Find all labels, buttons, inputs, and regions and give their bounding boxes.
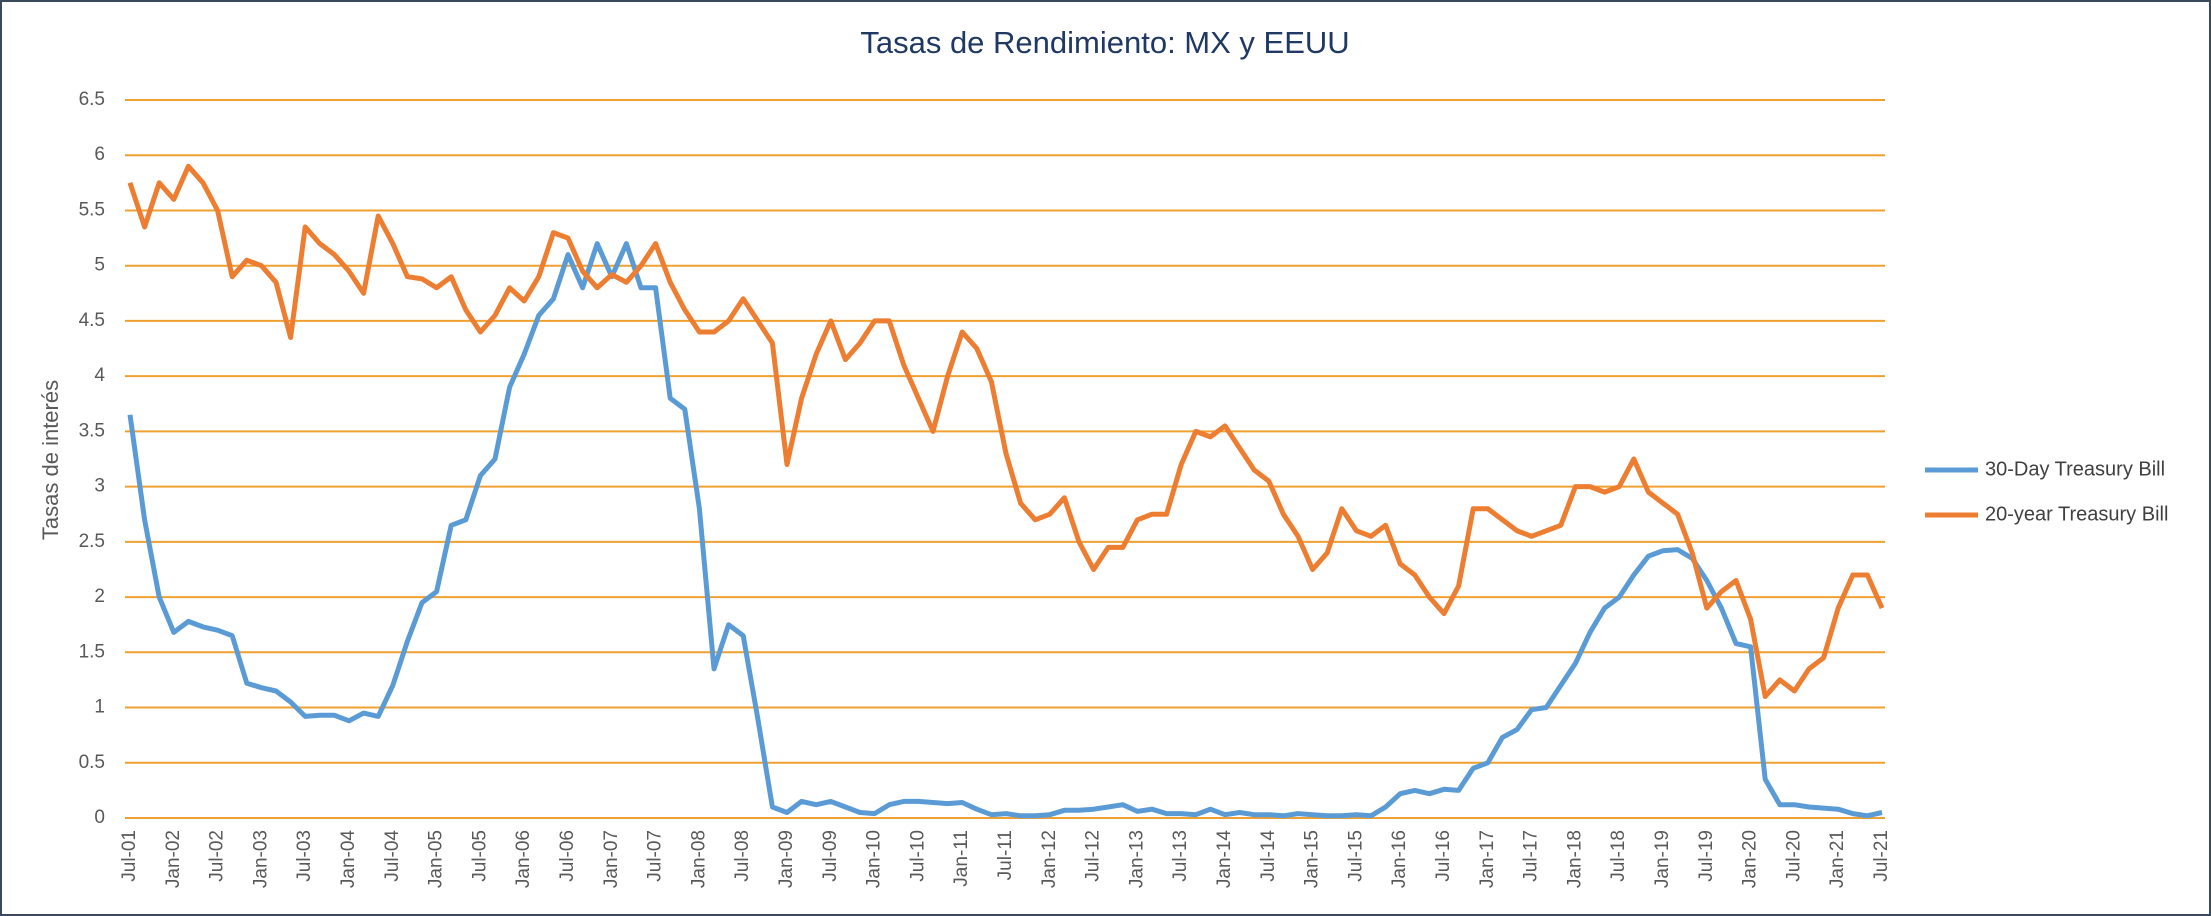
- x-tick-label: Jan-13: [1126, 830, 1147, 888]
- y-tick-label: 0.5: [79, 752, 105, 773]
- x-tick-label: Jan-15: [1302, 830, 1323, 888]
- y-tick-label: 1: [94, 697, 105, 718]
- series-line: [127, 163, 1885, 699]
- x-tick-label: Jul-18: [1608, 830, 1629, 882]
- x-tick-label: Jan-07: [601, 830, 622, 888]
- y-tick-label: 0: [94, 807, 105, 828]
- x-tick-label: Jan-21: [1827, 830, 1848, 888]
- x-tick-label: Jan-02: [163, 830, 184, 888]
- x-tick-label: Jan-04: [338, 830, 359, 889]
- x-tick-label: Jul-16: [1433, 830, 1454, 882]
- y-tick-label: 4: [94, 365, 105, 386]
- x-tick-label: Jan-09: [776, 830, 797, 888]
- series-line: [127, 241, 1883, 819]
- x-tick-label: Jul-21: [1871, 830, 1892, 882]
- x-tick-label: Jan-12: [1039, 830, 1060, 888]
- x-tick-label: Jan-20: [1740, 830, 1761, 888]
- x-tick-label: Jan-17: [1477, 830, 1498, 888]
- x-tick-label: Jan-19: [1652, 830, 1673, 888]
- y-tick-label: 1.5: [79, 641, 105, 662]
- y-tick-label: 2: [94, 586, 105, 607]
- x-tick-label: Jan-03: [250, 830, 271, 888]
- y-tick-label: 5.5: [79, 199, 105, 220]
- x-tick-label: Jul-17: [1521, 830, 1542, 882]
- x-tick-label: Jul-04: [382, 830, 403, 882]
- x-tick-label: Jul-05: [469, 830, 490, 882]
- x-tick-label: Jul-03: [294, 830, 315, 882]
- x-tick-label: Jul-02: [207, 830, 228, 882]
- x-tick-label: Jan-11: [951, 830, 972, 887]
- x-tick-label: Jan-08: [688, 830, 709, 888]
- x-tick-label: Jul-09: [820, 830, 841, 882]
- y-tick-label: 3: [94, 476, 105, 497]
- legend-label: 20-year Treasury Bill: [1985, 503, 2168, 525]
- x-tick-label: Jul-07: [645, 830, 666, 882]
- legend-label: 30-Day Treasury Bill: [1985, 458, 2165, 480]
- x-tick-label: Jul-08: [732, 830, 753, 882]
- x-tick-label: Jul-20: [1783, 830, 1804, 882]
- y-axis-label: Tasas de interés: [38, 380, 63, 540]
- x-tick-label: Jul-06: [557, 830, 578, 882]
- x-tick-label: Jan-05: [426, 830, 447, 888]
- x-tick-label: Jan-16: [1389, 830, 1410, 888]
- y-tick-label: 3.5: [79, 420, 105, 441]
- x-tick-label: Jul-13: [1170, 830, 1191, 882]
- y-tick-label: 6.5: [79, 89, 105, 110]
- x-tick-label: Jul-12: [1083, 830, 1104, 882]
- x-tick-label: Jul-14: [1258, 830, 1279, 882]
- x-tick-label: Jan-06: [513, 830, 534, 888]
- y-tick-label: 2.5: [79, 531, 105, 552]
- x-tick-label: Jul-19: [1696, 830, 1717, 882]
- x-tick-label: Jan-10: [864, 830, 885, 888]
- y-tick-label: 4.5: [79, 310, 105, 331]
- y-tick-label: 6: [94, 144, 105, 165]
- x-tick-label: Jul-15: [1345, 830, 1366, 882]
- x-tick-label: Jul-11: [995, 830, 1016, 880]
- x-tick-label: Jul-01: [119, 830, 140, 882]
- x-tick-label: Jan-14: [1214, 830, 1235, 889]
- chart-title: Tasas de Rendimiento: MX y EEUU: [860, 25, 1349, 60]
- x-tick-label: Jan-18: [1564, 830, 1585, 888]
- y-tick-label: 5: [94, 255, 105, 276]
- x-tick-label: Jul-10: [907, 830, 928, 882]
